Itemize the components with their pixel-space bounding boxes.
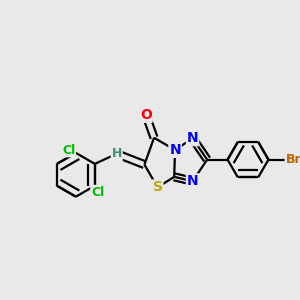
Text: Cl: Cl — [62, 143, 75, 157]
Text: Br: Br — [285, 153, 300, 166]
Text: N: N — [187, 131, 198, 145]
Text: N: N — [187, 174, 198, 188]
Text: Cl: Cl — [91, 186, 104, 199]
Text: N: N — [169, 143, 181, 157]
Text: S: S — [153, 180, 163, 194]
Text: H: H — [112, 147, 122, 160]
Text: O: O — [140, 108, 152, 122]
